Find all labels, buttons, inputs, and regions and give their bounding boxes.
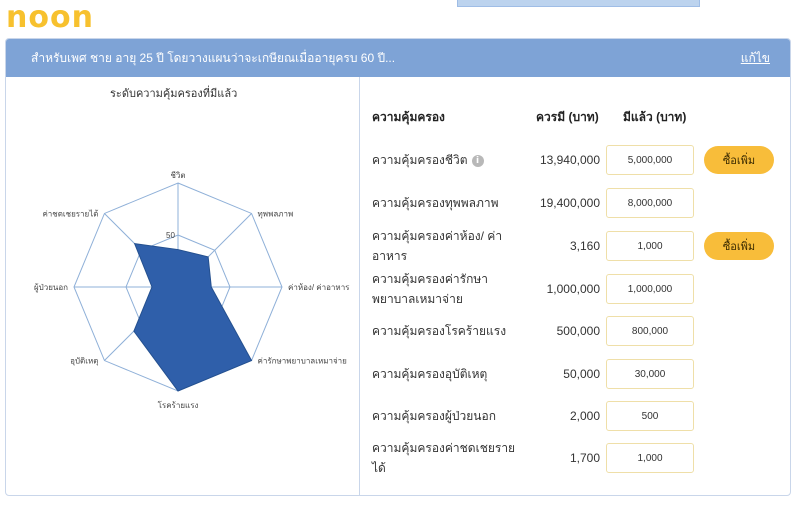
coverage-row-text: ความคุ้มครองค่ารักษาพยาบาลเหมาจ่าย (372, 272, 489, 306)
existing-coverage-input[interactable] (606, 316, 694, 346)
existing-coverage-input[interactable] (606, 145, 694, 175)
existing-coverage-input[interactable] (606, 401, 694, 431)
radar-axis-label: ค่าชดเชยรายได้ (42, 209, 98, 218)
existing-coverage-input[interactable] (606, 274, 694, 304)
column-divider (359, 77, 360, 495)
coverage-column-header: ความคุ้มครอง (372, 110, 445, 124)
should-have-value: 1,700 (569, 451, 600, 465)
radar-tick-label: 50 (166, 231, 175, 240)
info-icon[interactable]: i (471, 154, 484, 167)
radar-axis-label: ค่ารักษาพยาบาลเหมาจ่าย (258, 357, 347, 366)
coverage-panel: สำหรับเพศ ชาย อายุ 25 ปี โดยวางแผนว่าจะเ… (5, 38, 791, 496)
existing-coverage-input[interactable] (606, 443, 694, 473)
coverage-row-text: ความคุ้มครองทุพพลภาพ (372, 196, 499, 210)
radar-data-area (133, 242, 253, 392)
coverage-row-label: ความคุ้มครองโรคร้ายแรง (372, 321, 522, 341)
radar-axis-label: ชีวิต (170, 171, 185, 180)
coverage-row-text: ความคุ้มครองค่าชดเชยรายได้ (372, 441, 516, 475)
coverage-row-label: ความคุ้มครองทุพพลภาพ (372, 193, 522, 213)
should-have-value: 1,000,000 (546, 282, 600, 296)
buy-more-button[interactable]: ซื้อเพิ่ม (704, 232, 774, 260)
should-have-value: 50,000 (563, 367, 600, 381)
profile-summary-text: สำหรับเพศ ชาย อายุ 25 ปี โดยวางแผนว่าจะเ… (31, 51, 396, 65)
coverage-row-text: ความคุ้มครองค่าห้อง/ ค่าอาหาร (372, 229, 503, 263)
radar-axis-label: ค่าห้อง/ ค่าอาหาร (288, 283, 350, 292)
should-have-column-header: ควรมี (บาท) (536, 110, 599, 124)
should-have-value: 500,000 (556, 324, 600, 338)
have-column-header: มีแล้ว (บาท) (623, 110, 687, 124)
coverage-row-label: ความคุ้มครองค่ารักษาพยาบาลเหมาจ่าย (372, 269, 522, 309)
edit-link[interactable]: แก้ไข (740, 51, 770, 65)
buy-more-button[interactable]: ซื้อเพิ่ม (704, 146, 774, 174)
radar-axis-label: อุบัติเหตุ (70, 357, 98, 366)
summary-header-bar: สำหรับเพศ ชาย อายุ 25 ปี โดยวางแผนว่าจะเ… (6, 39, 790, 77)
coverage-row-label: ความคุ้มครองชีวิต i (372, 150, 522, 170)
should-have-value: 2,000 (569, 409, 600, 423)
noon-logo[interactable]: noon (6, 0, 94, 35)
radar-axis-label: ผู้ป่วยนอก (34, 283, 68, 293)
chart-title: ระดับความคุ้มครองที่มีแล้ว (110, 88, 238, 100)
coverage-row-text: ความคุ้มครองผู้ป่วยนอก (372, 409, 496, 423)
should-have-value: 3,160 (569, 239, 600, 253)
coverage-row-label: ความคุ้มครองค่าห้อง/ ค่าอาหาร (372, 226, 522, 266)
coverage-row-label: ความคุ้มครองอุบัติเหตุ (372, 364, 522, 384)
radar-axis-label: ทุพพลภาพ (258, 209, 294, 218)
existing-coverage-input[interactable] (606, 359, 694, 389)
coverage-row-label: ความคุ้มครองค่าชดเชยรายได้ (372, 438, 522, 478)
coverage-row-text: ความคุ้มครองอุบัติเหตุ (372, 367, 488, 381)
should-have-value: 13,940,000 (539, 153, 600, 167)
existing-coverage-input[interactable] (606, 231, 694, 261)
coverage-row-label: ความคุ้มครองผู้ป่วยนอก (372, 406, 522, 426)
coverage-row-text: ความคุ้มครองโรคร้ายแรง (372, 324, 507, 338)
radar-axis-label: โรคร้ายแรง (158, 400, 199, 410)
should-have-value: 19,400,000 (539, 196, 600, 210)
existing-coverage-input[interactable] (606, 188, 694, 218)
coverage-row-text: ความคุ้มครองชีวิต (372, 153, 468, 167)
top-tab[interactable] (457, 0, 700, 7)
